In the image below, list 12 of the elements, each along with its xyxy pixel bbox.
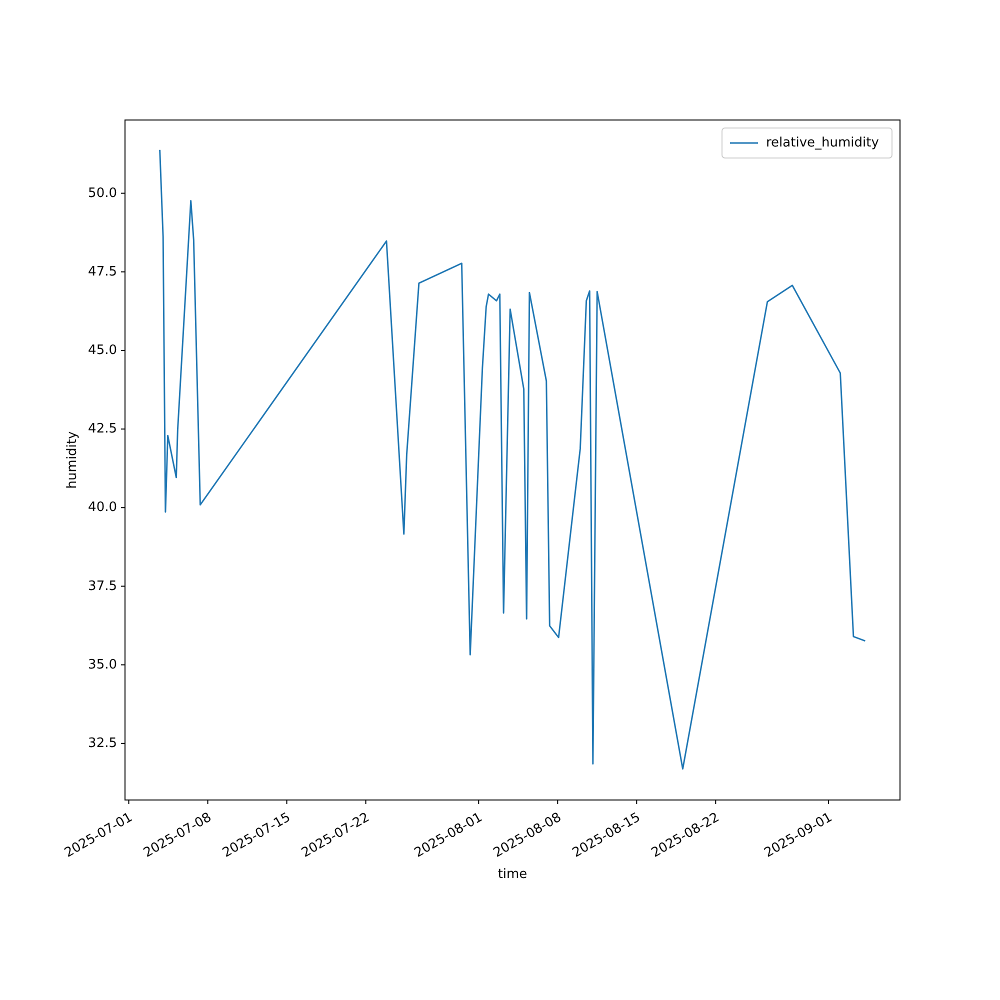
- legend-label: relative_humidity: [766, 136, 880, 151]
- y-tick-label: 35.0: [88, 657, 117, 672]
- y-tick-label: 47.5: [88, 264, 117, 280]
- y-tick-label: 37.5: [88, 578, 117, 594]
- y-tick-label: 45.0: [88, 342, 117, 358]
- y-axis-title: humidity: [65, 430, 80, 489]
- y-tick-label: 50.0: [88, 186, 117, 201]
- y-tick-label: 40.0: [88, 500, 117, 516]
- line-series: [159, 149, 866, 770]
- x-axis-title: time: [498, 867, 528, 882]
- y-tick-label: 42.5: [88, 422, 117, 437]
- y-tick-label: 32.5: [88, 736, 117, 751]
